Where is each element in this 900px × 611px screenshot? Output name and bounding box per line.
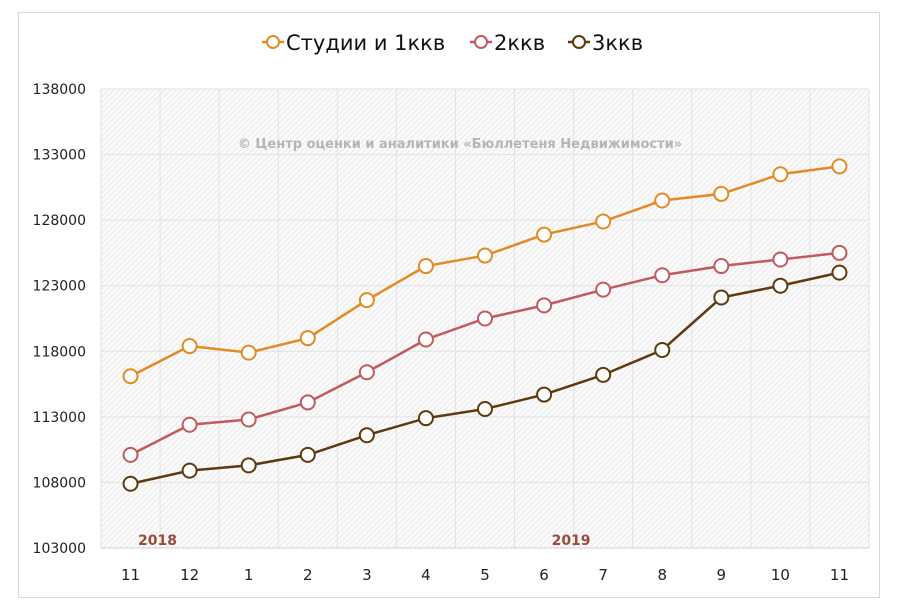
data-point: [713, 289, 730, 306]
data-point: [417, 258, 434, 275]
data-point: [417, 410, 434, 427]
data-point: [358, 427, 375, 444]
data-point: [654, 267, 671, 284]
data-point: [595, 366, 612, 383]
data-point: [831, 158, 848, 175]
data-point: [122, 475, 139, 492]
data-point: [654, 192, 671, 209]
data-point: [122, 446, 139, 463]
legend-marker-icon: [474, 35, 488, 49]
data-point: [240, 411, 257, 428]
legend-item: 2ккв: [470, 31, 545, 55]
data-point: [536, 297, 553, 314]
data-point: [181, 462, 198, 479]
data-point: [477, 247, 493, 264]
year-label: 2019: [552, 533, 591, 549]
x-tick-label: 1: [244, 566, 254, 584]
watermark: © Центр оценки и аналитики «Бюллетеня Не…: [238, 137, 682, 152]
data-point: [477, 400, 493, 417]
y-tick-label: 133000: [33, 148, 86, 164]
data-point: [713, 258, 730, 275]
x-tick-label: 2: [303, 566, 313, 584]
x-tick-label: 7: [598, 566, 608, 584]
data-point: [772, 277, 789, 294]
data-point: [299, 446, 316, 463]
y-tick-label: 113000: [33, 410, 86, 426]
data-point: [240, 457, 257, 474]
series-1: [122, 158, 848, 385]
legend-marker-icon: [266, 35, 280, 49]
y-tick-label: 108000: [33, 475, 86, 491]
data-point: [240, 344, 257, 361]
data-point: [595, 213, 612, 230]
data-point: [536, 386, 553, 403]
data-point: [654, 341, 671, 358]
data-point: [772, 251, 789, 268]
x-tick-label: 6: [539, 566, 549, 584]
y-tick-label: 103000: [33, 541, 86, 557]
data-point: [831, 244, 848, 261]
data-point: [713, 185, 730, 202]
x-tick-label: 9: [717, 566, 727, 584]
data-point: [358, 364, 375, 381]
legend-label: Студии и 1ккв: [286, 31, 445, 55]
chart-frame: [18, 12, 880, 598]
data-point: [536, 226, 553, 243]
y-tick-label: 118000: [33, 344, 86, 360]
data-point: [122, 368, 139, 385]
data-point: [477, 310, 493, 327]
x-tick-label: 4: [421, 566, 431, 584]
data-point: [181, 338, 198, 355]
x-tick-label: 8: [657, 566, 667, 584]
data-point: [831, 264, 848, 281]
data-point: [181, 416, 198, 433]
legend-label: 3ккв: [592, 31, 643, 55]
data-point: [595, 281, 612, 298]
data-point: [417, 331, 434, 348]
y-tick-label: 138000: [33, 82, 86, 98]
x-tick-label: 10: [771, 566, 790, 584]
series-2: [122, 244, 848, 463]
data-point: [358, 292, 375, 309]
legend-marker-icon: [572, 35, 586, 49]
x-tick-label: 12: [180, 566, 199, 584]
legend-item: 3ккв: [568, 31, 643, 55]
data-point: [299, 394, 316, 411]
legend-label: 2ккв: [494, 31, 545, 55]
x-tick-label: 3: [362, 566, 372, 584]
data-point: [772, 166, 789, 183]
data-point: [299, 330, 316, 347]
x-tick-label: 11: [830, 566, 849, 584]
y-tick-label: 123000: [33, 279, 86, 295]
x-tick-label: 11: [121, 566, 140, 584]
series-3: [122, 264, 848, 492]
year-label: 2018: [138, 533, 177, 549]
legend-item: Студии и 1ккв: [262, 31, 445, 55]
x-tick-label: 5: [480, 566, 490, 584]
y-tick-label: 128000: [33, 213, 86, 229]
